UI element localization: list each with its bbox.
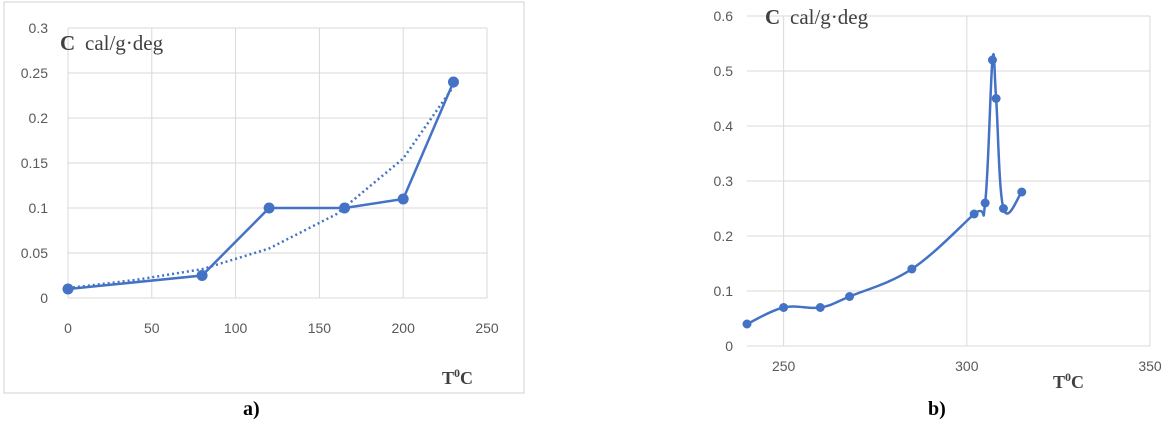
chart-b-xlabel-unit: C — [1071, 372, 1084, 392]
chart-panel-a: 0 0.05 0.1 0.15 0.2 0.25 0.3 0 50 100 150 200 250 C … — [0, 0, 540, 400]
chart-a-ytick-label: 0.05 — [21, 245, 48, 261]
chart-a-xtick-label: 50 — [144, 320, 160, 336]
chart-a-trendline — [67, 85, 455, 290]
chart-a-data-point — [339, 202, 351, 214]
chart-a-xtick-label: 0 — [64, 320, 72, 336]
chart-panel-b: 0 0.1 0.2 0.3 0.4 0.5 0.6 250 300 350 C cal/g·deg… — [690, 0, 1170, 400]
chart-b-xtick-label: 250 — [772, 358, 796, 374]
chart-a-frame — [3, 1, 525, 394]
chart-b-ytick-label: 0.2 — [714, 228, 734, 244]
chart-a-data-point — [447, 76, 459, 88]
chart-a-ytick-label: 0.3 — [29, 20, 49, 36]
chart-b-data-point — [969, 209, 979, 219]
chart-b-ytick-label: 0.3 — [714, 173, 734, 189]
chart-b-data-point — [1017, 187, 1027, 197]
chart-b-ytick-label: 0.1 — [714, 283, 734, 299]
chart-b-data-point — [998, 204, 1008, 213]
chart-a-ylabel-unit: cal/g·deg — [85, 31, 164, 55]
chart-b-data-point — [845, 292, 855, 301]
chart-b-data-point — [980, 198, 990, 208]
chart-a-ytick-label: 0.1 — [29, 200, 49, 216]
chart-b-data-point — [742, 319, 752, 329]
chart-b-ylabel-unit: cal/g·deg — [790, 5, 869, 29]
chart-b-ytick-label: 0 — [725, 338, 733, 354]
chart-b-xtick-label: 350 — [1138, 358, 1162, 374]
chart-a-xtick-label: 100 — [224, 320, 248, 336]
chart-a-svg: 00.050.10.150.20.250.30 50 100 150 200 250 C … — [3, 1, 525, 394]
chart-a-data-point — [62, 283, 74, 295]
chart-a-xtick-label: 150 — [308, 320, 332, 336]
chart-b-data-point — [815, 303, 825, 312]
chart-b-ytick-label: 0.4 — [714, 118, 734, 134]
chart-a-ylabel-symbol: C — [60, 31, 75, 55]
chart-b-ytick-label: 0.6 — [714, 8, 734, 24]
chart-b-data-point — [991, 94, 1001, 103]
chart-b-data-point — [907, 264, 917, 274]
chart-a-data-point — [196, 270, 208, 281]
chart-a-ytick-label: 0 — [40, 290, 48, 306]
chart-a-xlabel-base: T — [442, 368, 454, 388]
chart-a-series-line — [67, 81, 455, 291]
chart-a-ytick-label: 0.25 — [21, 65, 48, 81]
caption-a: a) — [243, 398, 260, 420]
chart-a-data-point — [263, 202, 275, 214]
chart-a-xlabel-sup: 0 — [454, 366, 460, 380]
chart-a-ytick-label: 0.2 — [29, 110, 49, 126]
chart-a-xtick-label: 200 — [392, 320, 416, 336]
chart-a-xtick-label: 250 — [475, 320, 499, 336]
chart-a-ytick-label: 0.15 — [21, 155, 48, 171]
chart-a-data-point — [397, 193, 409, 205]
chart-b-data-point — [779, 303, 789, 312]
caption-b: b) — [928, 398, 946, 420]
chart-b-ylabel-symbol: C — [765, 5, 780, 29]
chart-b-xlabel-base: T — [1053, 372, 1065, 392]
chart-b-xlabel-sup: 0 — [1065, 370, 1071, 384]
chart-b-data-point — [987, 55, 997, 65]
chart-a-xlabel: T0C — [442, 366, 473, 388]
chart-a-xlabel-unit: C — [460, 368, 473, 388]
chart-b-ytick-label: 0.5 — [714, 63, 734, 79]
chart-b-svg: 0 0.1 0.2 0.3 0.4 0.5 0.6 250 300 350 C cal/g·deg… — [714, 5, 1162, 392]
chart-b-series-line — [746, 52, 1023, 326]
chart-b-xlabel: T0C — [1053, 370, 1084, 392]
chart-b-xtick-label: 300 — [955, 358, 979, 374]
